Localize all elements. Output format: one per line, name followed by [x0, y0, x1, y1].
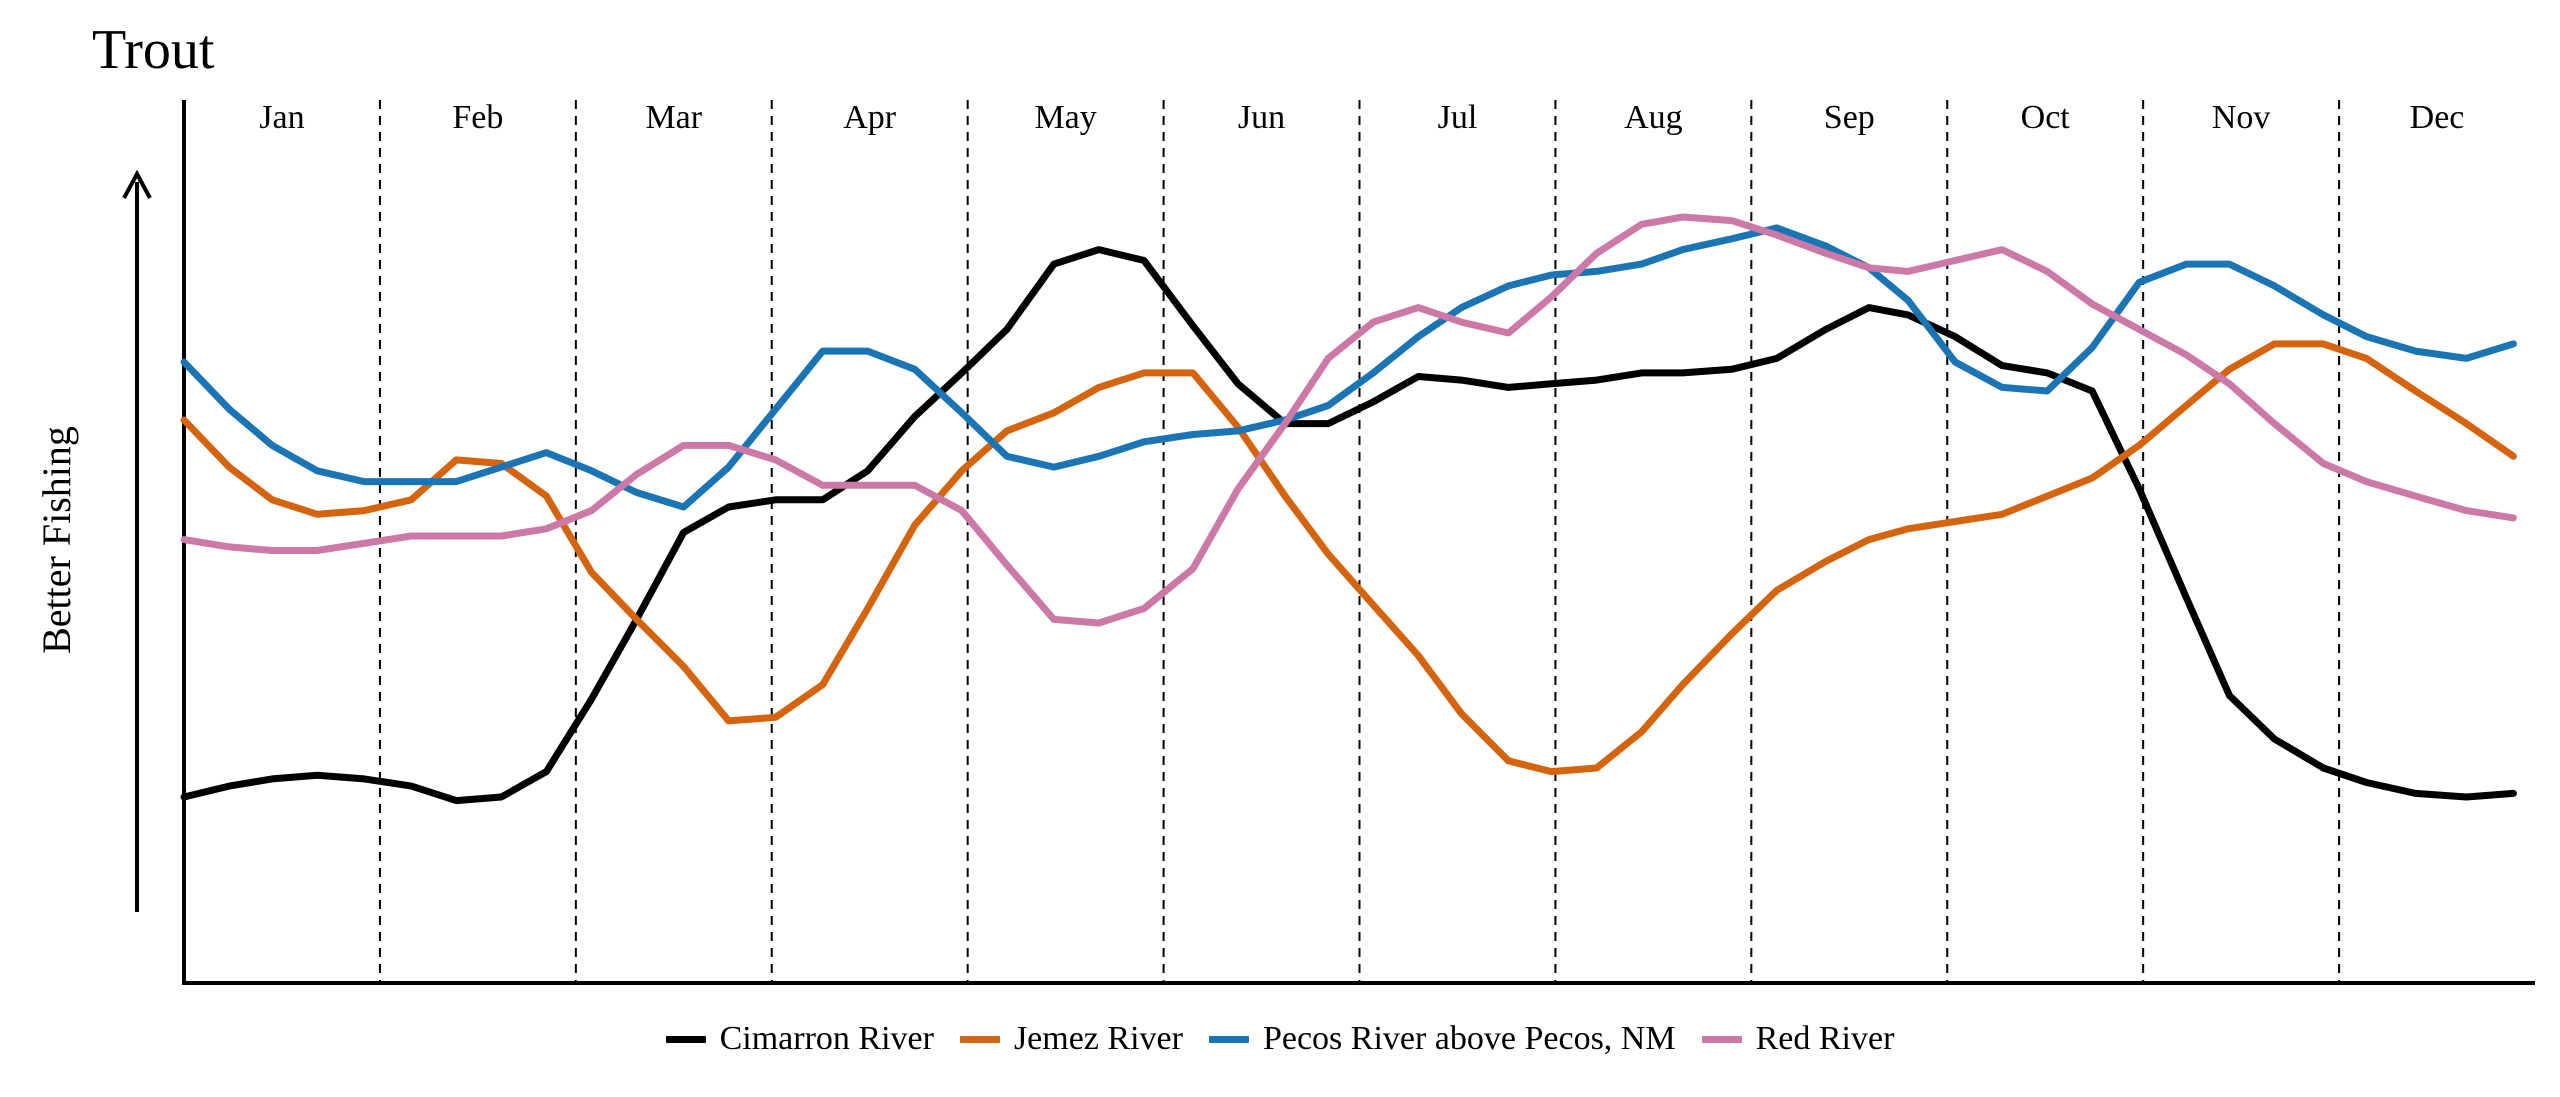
legend-label: Red River — [1755, 1020, 1895, 1057]
legend-swatch — [665, 1035, 706, 1043]
month-separators — [378, 100, 2341, 983]
legend-swatch — [1701, 1035, 1742, 1043]
month-label: May — [1034, 99, 1096, 136]
legend-item: Red River — [1701, 1020, 1895, 1058]
legend-item: Jemez River — [959, 1020, 1183, 1058]
month-label: Oct — [2021, 99, 2071, 136]
series-line-1 — [180, 340, 2517, 776]
better-fishing-arrow — [122, 169, 152, 912]
month-label: Dec — [2410, 99, 2465, 136]
legend-label: Cimarron River — [719, 1020, 934, 1057]
series-lines — [180, 213, 2517, 805]
legend-item: Cimarron River — [665, 1020, 934, 1058]
legend-label: Pecos River above Pecos, NM — [1262, 1020, 1676, 1057]
y-axis-label: Better Fishing — [34, 426, 79, 654]
month-label: Sep — [1824, 99, 1875, 136]
arrow-head-icon — [122, 169, 152, 199]
month-label: Mar — [645, 99, 702, 136]
month-label: Jan — [259, 99, 304, 136]
legend-item: Pecos River above Pecos, NM — [1208, 1020, 1676, 1058]
month-labels: Jan Feb Mar Apr May Jun Jul Aug Sep Oct Nov Dec — [259, 99, 2464, 136]
month-label: Nov — [2212, 99, 2271, 136]
legend-label: Jemez River — [1013, 1020, 1183, 1057]
month-label: Jul — [1438, 99, 1478, 136]
chart-legend: Cimarron River Jemez River Pecos River abo… — [0, 1020, 2560, 1058]
month-label: Feb — [452, 99, 503, 136]
chart-title: Trout — [92, 19, 215, 81]
month-label: Jun — [1238, 99, 1285, 136]
series-line-2 — [180, 224, 2517, 511]
series-line-0 — [180, 246, 2517, 805]
series-line-3 — [180, 213, 2517, 627]
legend-swatch — [959, 1035, 1000, 1043]
legend-swatch — [1208, 1035, 1249, 1043]
month-label: Apr — [843, 99, 897, 136]
month-label: Aug — [1624, 99, 1683, 136]
